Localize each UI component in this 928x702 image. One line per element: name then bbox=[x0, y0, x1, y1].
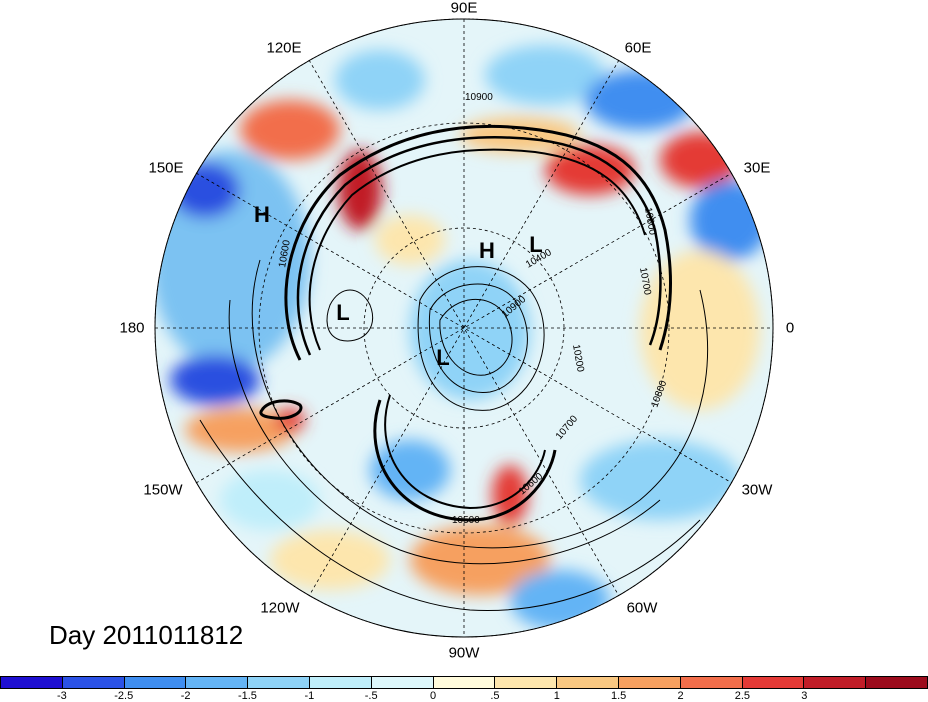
contour-label: 10700 bbox=[637, 267, 653, 297]
high-pressure-center: H bbox=[254, 202, 270, 227]
colorbar-segment bbox=[680, 677, 743, 688]
geopotential-contours bbox=[199, 125, 708, 611]
colorbar-tick-label: 3 bbox=[801, 690, 808, 702]
colorbar-segment bbox=[62, 677, 125, 688]
colorbar-segment bbox=[557, 677, 619, 688]
contour-label: 10500 bbox=[452, 515, 480, 526]
lon-label-120e: 120E bbox=[266, 39, 302, 57]
lon-label-90w: 90W bbox=[448, 644, 480, 662]
colorbar-tick-label: 2.5 bbox=[734, 690, 751, 702]
colorbar-segment bbox=[495, 677, 558, 688]
lon-label-60e: 60E bbox=[624, 39, 652, 57]
lon-label-90e: 90E bbox=[450, 0, 478, 17]
colorbar-segment bbox=[433, 677, 496, 688]
colorbar-tick-label: -2 bbox=[180, 690, 191, 702]
colorbar-tick-label: -1.5 bbox=[237, 690, 257, 702]
low-pressure-center: L bbox=[336, 300, 349, 325]
colorbar-segment bbox=[742, 677, 805, 688]
colorbar-segment bbox=[866, 677, 927, 688]
colorbar bbox=[0, 676, 928, 689]
colorbar-tick-label: -1 bbox=[304, 690, 315, 702]
low-pressure-center: L bbox=[436, 345, 449, 370]
colorbar-segment bbox=[248, 677, 310, 688]
map-title: Day 2011011812 bbox=[49, 620, 244, 650]
colorbar-tick-label: -.5 bbox=[364, 690, 378, 702]
contour-label: 10600 bbox=[277, 239, 293, 269]
contour-label: 10900 bbox=[465, 92, 493, 103]
colorbar-tick-label: 1.5 bbox=[611, 690, 627, 702]
colorbar-tick-label: 1 bbox=[553, 690, 560, 702]
map-boundary bbox=[154, 18, 774, 638]
colorbar-tick-label: -3 bbox=[56, 690, 67, 702]
colorbar-segment bbox=[1, 677, 63, 688]
lon-label-60w: 60W bbox=[626, 599, 658, 617]
lon-label-120w: 120W bbox=[260, 599, 300, 617]
colorbar-tick-label: -2.5 bbox=[114, 690, 134, 702]
colorbar-segment bbox=[371, 677, 434, 688]
lon-label-30w: 30W bbox=[741, 481, 773, 499]
lon-label-150w: 150W bbox=[143, 481, 183, 499]
colorbar-tick-label: 0 bbox=[430, 690, 437, 702]
colorbar-tick-label: 2 bbox=[677, 690, 684, 702]
colorbar-segment bbox=[309, 677, 372, 688]
low-pressure-center: L bbox=[529, 232, 542, 257]
high-pressure-center: H bbox=[479, 238, 495, 263]
lon-label-0: 0 bbox=[785, 319, 795, 337]
contour-label: 10200 bbox=[570, 344, 586, 374]
lon-label-150e: 150E bbox=[148, 159, 184, 177]
colorbar-segment bbox=[804, 677, 867, 688]
colorbar-segment bbox=[618, 677, 681, 688]
colorbar-tick-label: .5 bbox=[490, 690, 500, 702]
lon-label-30e: 30E bbox=[743, 159, 771, 177]
pressure-centers: H H L L L bbox=[254, 202, 543, 370]
lon-label-180: 180 bbox=[119, 319, 145, 337]
colorbar-segment bbox=[186, 677, 249, 688]
colorbar-segment bbox=[124, 677, 187, 688]
contour-label: 10800 bbox=[642, 207, 658, 237]
